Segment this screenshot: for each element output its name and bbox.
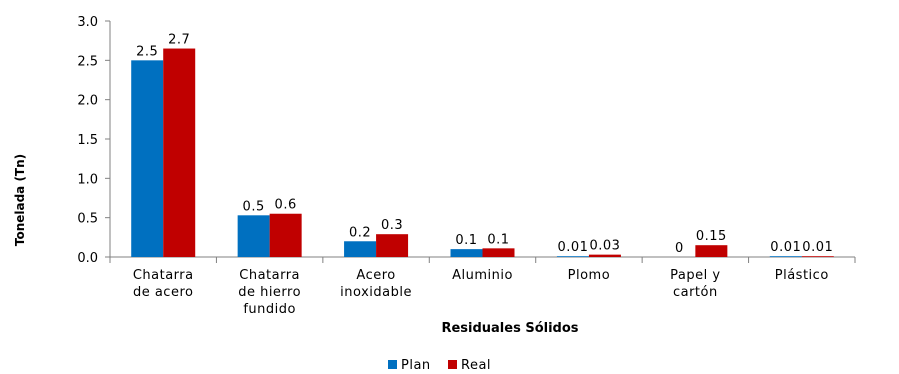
bar-real — [163, 48, 196, 258]
bar-plan — [556, 256, 589, 257]
x-axis-title: Residuales Sólidos — [441, 321, 578, 336]
data-label-real: 0.3 — [381, 218, 403, 233]
data-label-plan: 0.01 — [770, 240, 801, 255]
y-tick-label: 2.0 — [77, 94, 98, 109]
bar-plan — [769, 256, 802, 257]
data-label-plan: 0.2 — [349, 225, 371, 240]
y-tick-label: 1.0 — [77, 172, 98, 187]
chart-legend: Plan Real — [388, 358, 491, 373]
bar-plan — [131, 60, 164, 258]
data-label-real: 0.6 — [275, 198, 297, 213]
bar-real — [695, 245, 728, 257]
data-label-plan: 0.5 — [243, 199, 265, 214]
y-axis-title: Tonelada (Tn) — [13, 154, 27, 246]
chart-data-labels: 2.5 0.5 0.2 0.1 0.01 0 0.01 2.7 0.6 0.3 0.1 0.03 0.1… — [136, 33, 833, 256]
data-label-plan: 0 — [675, 241, 684, 256]
x-category-label: Plástico — [775, 268, 829, 283]
data-label-plan: 0.01 — [557, 240, 588, 255]
x-category-label: Acero inoxidable — [340, 268, 412, 300]
bar-plan — [237, 215, 270, 257]
y-tick-label: 3.0 — [77, 15, 98, 30]
bar-real — [588, 254, 621, 257]
y-tick-label: 1.5 — [77, 133, 98, 148]
y-tick-label: 0.5 — [77, 212, 98, 227]
data-label-plan: 0.1 — [455, 233, 477, 248]
x-axis-category-labels: Chatarra de acero Chatarra de hierro fundido… — [133, 268, 829, 317]
data-label-real: 2.7 — [168, 33, 190, 48]
bar-real — [482, 248, 515, 257]
bar-real — [269, 213, 302, 257]
y-tick-label: 0.0 — [77, 251, 98, 266]
x-category-label: Chatarra de acero — [133, 268, 194, 300]
x-category-label: Aluminio — [452, 268, 513, 283]
x-category-label: Chatarra de hierro fundido — [238, 268, 301, 317]
x-category-label: Papel y cartón — [670, 268, 720, 300]
legend-swatch-real — [448, 360, 457, 369]
bar-plan — [344, 241, 377, 257]
data-label-real: 0.03 — [589, 239, 620, 254]
y-tick-label: 2.5 — [77, 54, 98, 69]
bar-real — [801, 256, 834, 257]
data-label-real: 0.1 — [487, 232, 509, 247]
chart-axes: 0.0 0.5 1.0 1.5 2.0 2.5 3.0 — [77, 15, 856, 266]
x-category-label: Plomo — [568, 268, 611, 283]
chart-bars — [131, 48, 834, 258]
legend-label-real: Real — [461, 358, 491, 373]
data-label-real: 0.15 — [696, 229, 727, 244]
legend-swatch-plan — [388, 360, 397, 369]
legend-label-plan: Plan — [401, 358, 431, 373]
data-label-real: 0.01 — [802, 240, 833, 255]
bar-plan — [450, 249, 483, 257]
bar-real — [376, 234, 409, 257]
data-label-plan: 2.5 — [136, 44, 158, 59]
